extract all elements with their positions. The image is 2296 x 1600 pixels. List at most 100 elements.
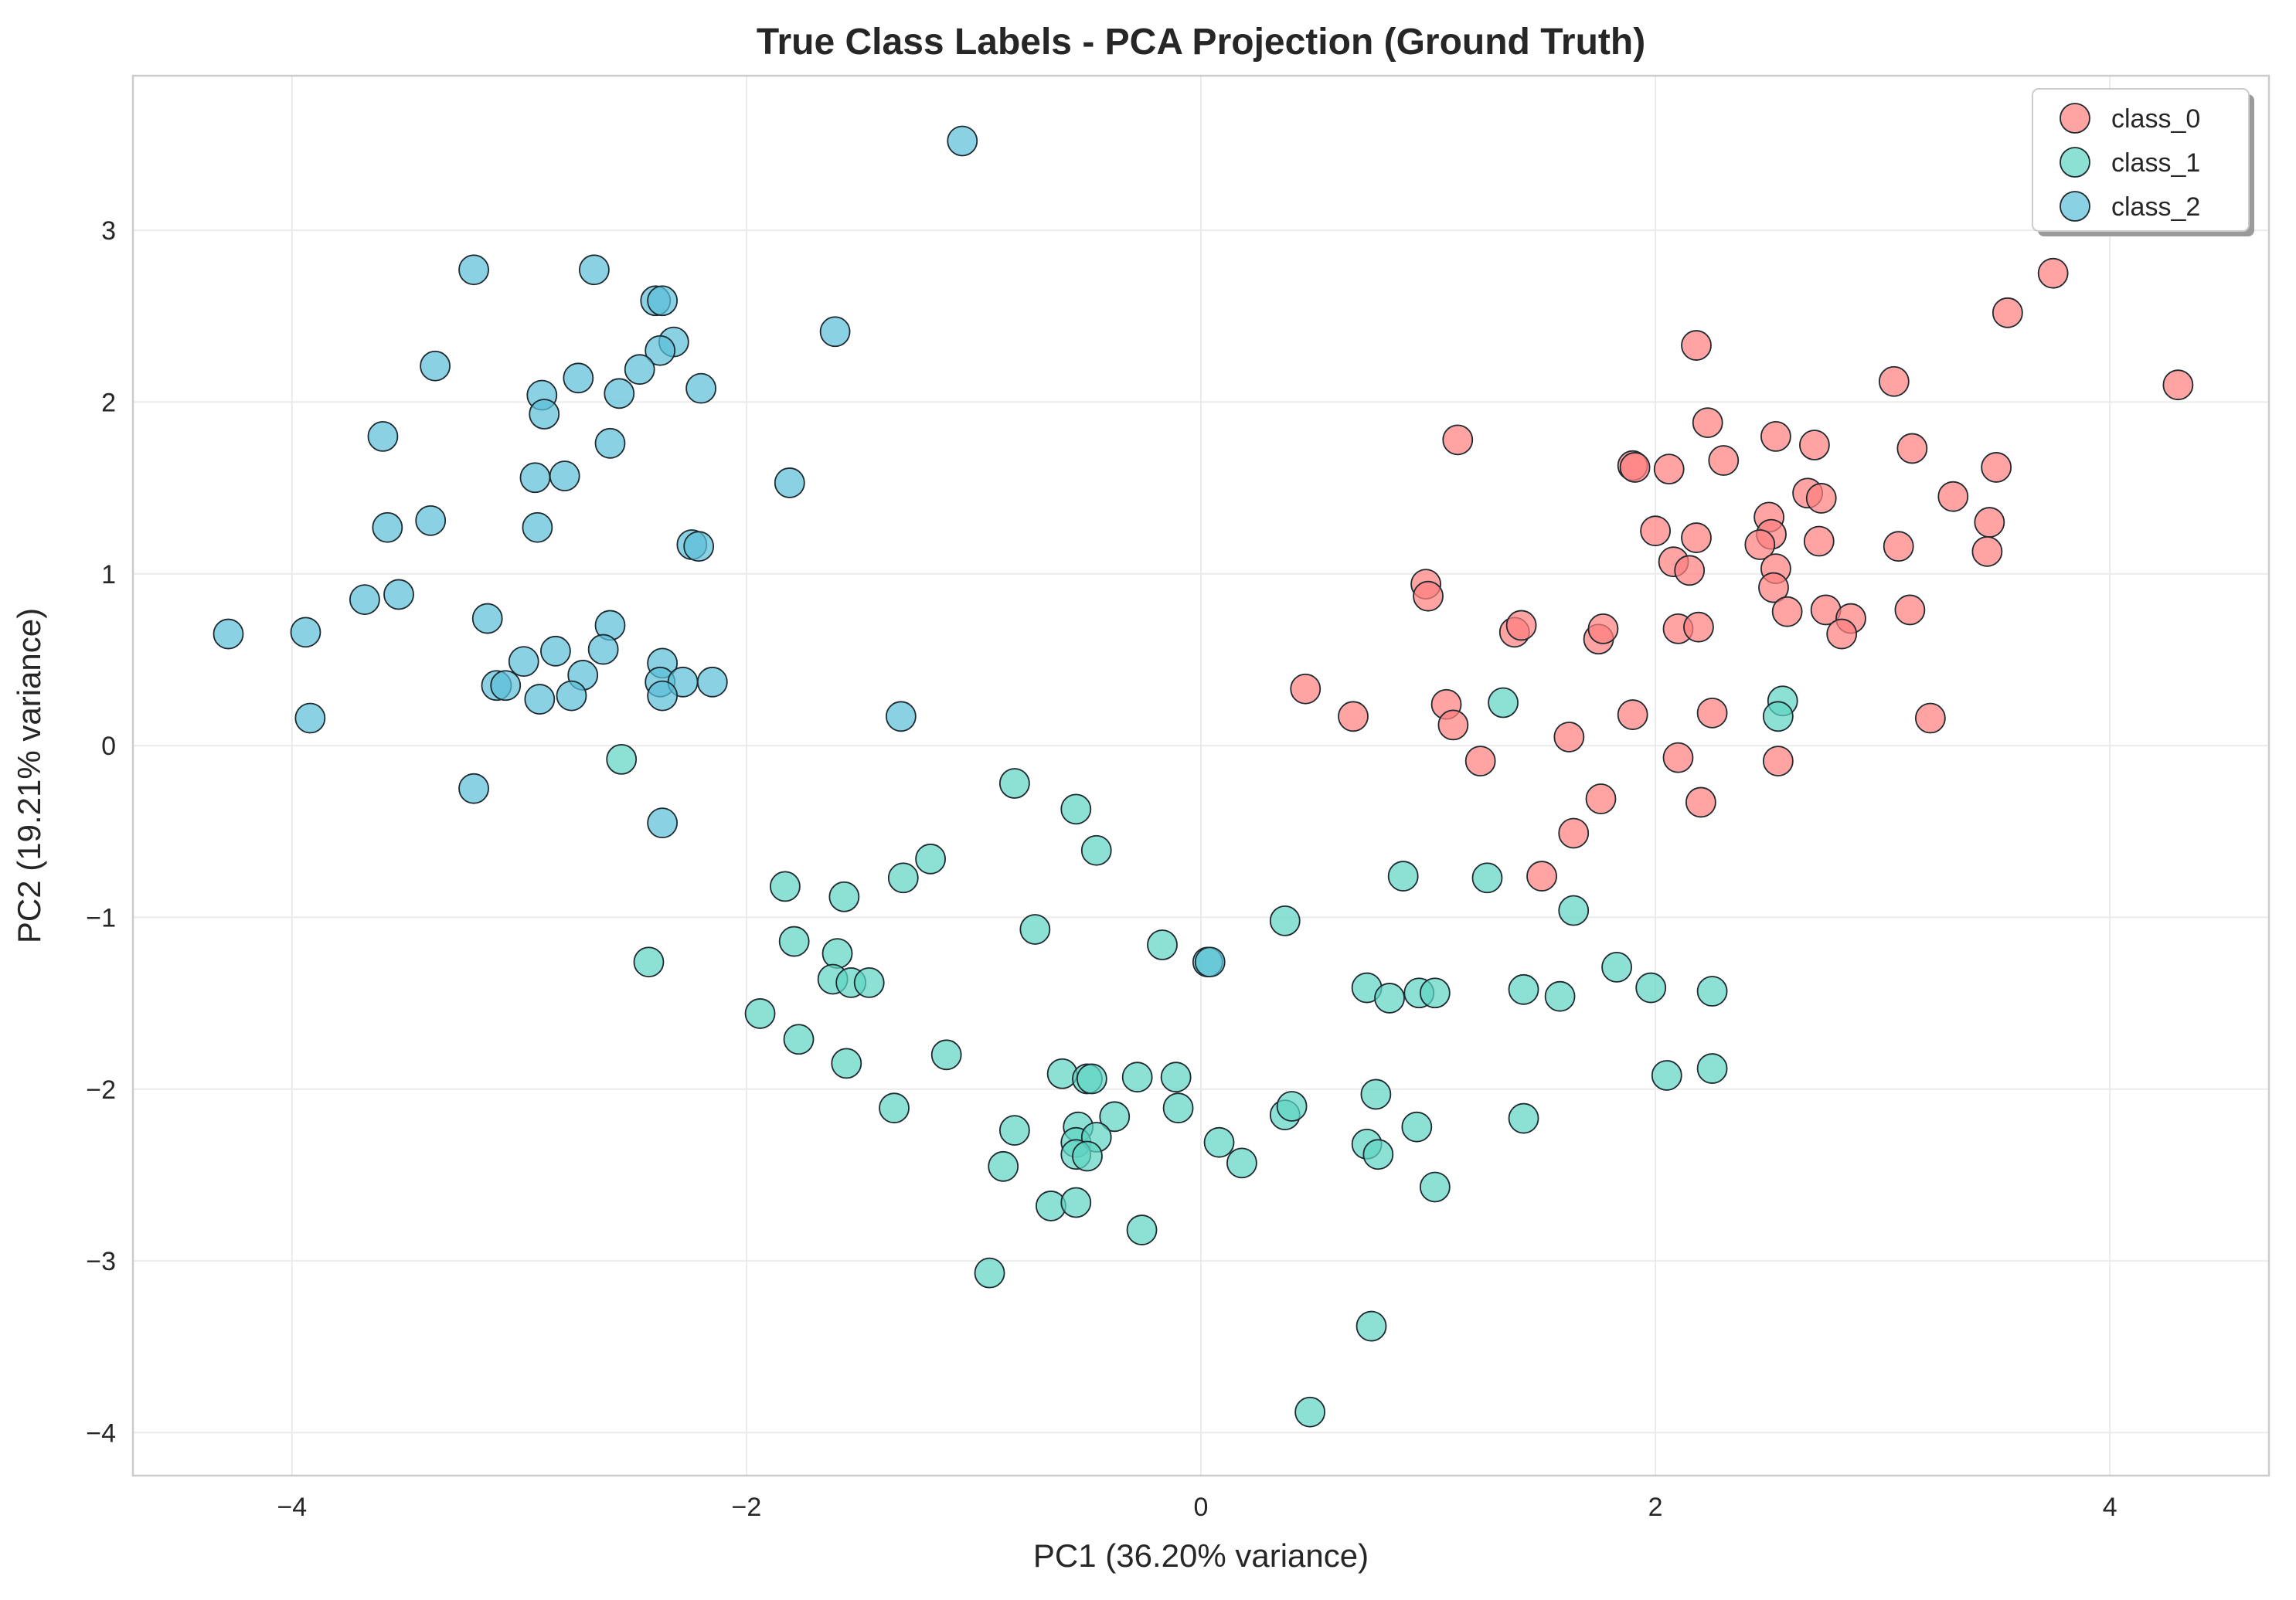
class_1-point <box>770 871 801 902</box>
class_1-point <box>1544 980 1576 1012</box>
class_0-point <box>1338 701 1369 732</box>
class_1-point <box>1076 1063 1107 1095</box>
series-class_2 <box>213 125 1226 978</box>
class_1-point <box>1121 1062 1153 1093</box>
class_1-point <box>828 881 860 912</box>
class_2-point <box>529 399 560 430</box>
class_1-point <box>1696 976 1728 1007</box>
class_0-point <box>1685 786 1716 818</box>
class_1-point <box>887 862 919 894</box>
legend: class_0 class_1 class_2 <box>2032 88 2254 236</box>
class_1-point <box>1072 1140 1103 1172</box>
class_0-point <box>1896 433 1928 464</box>
class_0-point <box>1914 702 1946 734</box>
class_2-point <box>696 666 728 698</box>
class_1-point <box>1635 972 1667 1004</box>
class_0-point <box>1619 452 1651 483</box>
class_2-point <box>349 584 380 616</box>
class_2-point <box>540 635 571 667</box>
class_1-point <box>744 998 776 1029</box>
class_2-point <box>563 362 594 394</box>
class_1-point <box>1269 905 1301 936</box>
class_0-point <box>1681 522 1712 553</box>
class_2-point <box>372 511 403 543</box>
class_0-point <box>1585 783 1617 814</box>
class_2-point <box>594 427 626 459</box>
y-tick-label: 0 <box>101 732 116 761</box>
class_2-point <box>294 702 326 734</box>
class_1-point <box>1762 701 1794 732</box>
class_1-point <box>1508 1102 1539 1134</box>
class_2-point <box>549 460 580 491</box>
class_2-point <box>383 579 414 610</box>
class_0-point <box>1653 454 1685 485</box>
class_1-point <box>1099 1101 1131 1133</box>
x-tick-label: 0 <box>1194 1493 1209 1522</box>
class_1-point <box>1162 1092 1194 1124</box>
class_2-point <box>683 531 715 562</box>
x-tick-label: −4 <box>277 1493 307 1522</box>
series-class_0 <box>1290 257 2194 892</box>
legend-items: class_0 class_1 class_2 <box>2060 103 2200 222</box>
y-axis-label: PC2 (19.21% variance) <box>11 608 47 943</box>
x-tick-label: −2 <box>732 1493 762 1522</box>
legend-label-class_1: class_1 <box>2111 148 2200 178</box>
grid-lines <box>133 76 2269 1476</box>
class_1-point <box>1355 1310 1387 1342</box>
class_1-point <box>821 938 853 970</box>
class_1-point <box>783 1024 815 1055</box>
class_2-point <box>885 701 917 732</box>
legend-marker-class_0 <box>2060 103 2090 134</box>
class_1-point <box>1276 1091 1308 1122</box>
class_0-point <box>1981 452 2012 483</box>
class_0-point <box>1771 596 1803 627</box>
class_1-point <box>1696 1053 1728 1084</box>
class_2-point <box>685 372 717 404</box>
y-tick-labels: −4 −3 −2 −1 0 1 2 3 <box>86 216 116 1448</box>
class_0-point <box>1587 613 1619 644</box>
class_1-point <box>1558 895 1590 926</box>
class_0-point <box>1640 515 1671 547</box>
class_1-point <box>1651 1060 1682 1091</box>
class_0-point <box>1558 817 1590 849</box>
x-axis-label: PC1 (36.20% variance) <box>1033 1537 1369 1574</box>
class_0-point <box>1526 861 1557 892</box>
class_1-point <box>1471 862 1503 894</box>
y-tick-label: 3 <box>101 216 116 246</box>
plot-frame <box>131 74 2270 1477</box>
class_0-point <box>1553 722 1585 752</box>
class_1-point <box>1226 1147 1257 1179</box>
class_2-point <box>290 617 321 648</box>
class_1-point <box>1387 861 1419 892</box>
class_0-point <box>1762 746 1794 777</box>
class_2-point <box>522 511 553 543</box>
class_1-point <box>1488 687 1519 718</box>
class_2-point <box>587 634 619 665</box>
y-tick-label: 1 <box>101 560 116 589</box>
class_1-point <box>633 946 665 978</box>
class_0-point <box>1803 525 1835 557</box>
class_1-point <box>1419 977 1451 1009</box>
series-class_1 <box>606 685 1798 1428</box>
class_1-point <box>1203 1126 1235 1158</box>
class_1-point <box>998 768 1030 799</box>
y-tick-label: −1 <box>86 903 116 932</box>
class_0-point <box>1744 529 1776 560</box>
class_0-point <box>1464 746 1496 777</box>
chart-title: True Class Labels - PCA Projection (Grou… <box>757 22 1645 63</box>
class_2-point <box>490 670 522 701</box>
class_0-point <box>2162 369 2194 401</box>
class_0-point <box>1826 618 1858 650</box>
class_0-point <box>1437 709 1469 741</box>
class_1-point <box>1060 1187 1092 1218</box>
class_1-point <box>1147 929 1178 960</box>
class_1-point <box>1508 973 1539 1005</box>
class_1-point <box>1080 834 1112 866</box>
class_0-point <box>1758 572 1789 603</box>
class_1-point <box>1046 1058 1078 1089</box>
class_1-point <box>1601 951 1632 983</box>
class_2-point <box>471 603 503 634</box>
class_1-point <box>1360 1079 1392 1110</box>
x-tick-label: 2 <box>1648 1493 1663 1522</box>
